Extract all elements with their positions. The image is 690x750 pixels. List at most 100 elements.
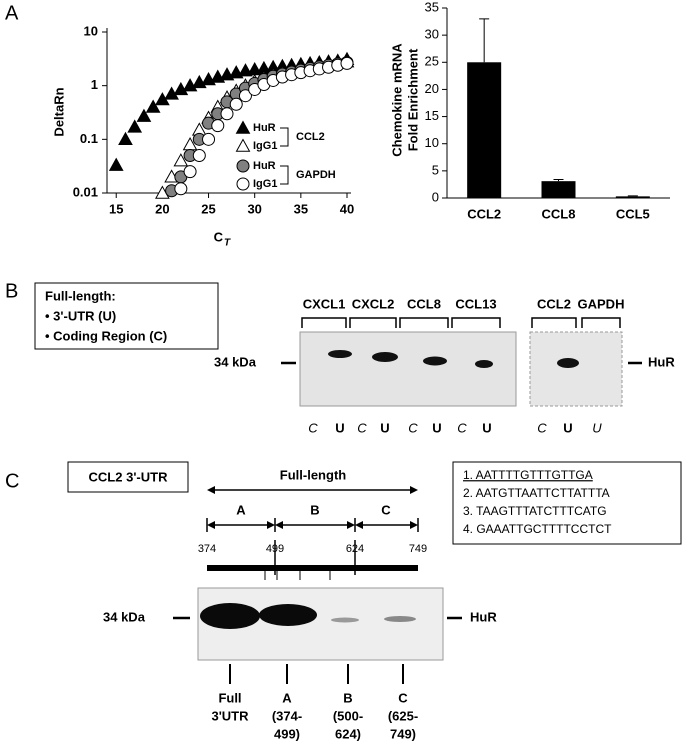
sequence: 3. TAAGTTTATCTTTCATG: [463, 504, 607, 518]
x-tick-label: 20: [155, 201, 169, 216]
y-tick-label: 0.1: [80, 131, 98, 146]
error-bar: [553, 179, 564, 182]
sequences: 1. AATTTTGTTTGTTGA 2. AATGTTAATTCTTATTTA 3…: [463, 468, 612, 536]
diagram-labels: ABC3744996247491234: [198, 502, 427, 598]
size-marker: 34 kDa: [214, 354, 257, 369]
lane-header: CCL13: [455, 296, 496, 311]
lane-header: CXCL1: [303, 296, 346, 311]
marker: [229, 97, 243, 111]
y-tick-label: 30: [425, 27, 439, 42]
lane-label: (625-: [388, 708, 418, 723]
position-label: 624: [346, 543, 364, 555]
lane-type: U: [380, 420, 389, 435]
y-tick-label: 0: [432, 189, 439, 204]
y-tick-label: 25: [425, 54, 439, 69]
bar: [541, 181, 576, 198]
x-tick-label: 25: [201, 201, 215, 216]
marker: [340, 56, 354, 70]
x-tick-label: CCL2: [467, 206, 501, 221]
lane-type: U: [335, 420, 344, 435]
bands: [200, 603, 416, 629]
x-tick-label: CCL8: [542, 206, 576, 221]
panel-label: B: [5, 280, 18, 302]
x-axis-label: C: [214, 229, 224, 244]
y-tick-label: 35: [425, 0, 439, 14]
marker: [108, 157, 124, 171]
lane-type: U: [432, 420, 441, 435]
lane-type: C: [457, 420, 467, 435]
blot: [529, 331, 623, 407]
x-axis-label-sub: T: [224, 238, 231, 249]
band-label: HuR: [470, 609, 497, 624]
legend-marker: [236, 177, 250, 191]
lane-label: 624): [335, 726, 361, 741]
error-bar: [627, 195, 638, 197]
utr-bar: [207, 565, 418, 571]
position-label: 499: [266, 543, 284, 555]
lane-type: C: [308, 420, 318, 435]
y-axis-label: Fold Enrichment: [405, 48, 420, 151]
box-item: • 3'-UTR (U): [45, 308, 116, 323]
utr-label: CCL2 3'-UTR: [89, 469, 169, 484]
lane-type: U: [563, 420, 572, 435]
fragment-label: C: [381, 502, 391, 517]
lane-label: (500-: [333, 708, 363, 723]
bands: [328, 350, 579, 368]
lane-label: 3'UTR: [211, 708, 249, 723]
marker: [238, 89, 252, 103]
marker: [173, 153, 189, 167]
legend-label: HuR: [253, 160, 276, 172]
position-label: 374: [198, 543, 216, 555]
lane-type: C: [537, 420, 547, 435]
sequence: 2. AATGTTAATTCTTATTTA: [463, 486, 610, 500]
bar: [615, 196, 650, 198]
marker: [118, 131, 133, 146]
legend-box: [34, 282, 219, 350]
site-ticks: [264, 571, 331, 580]
arrows: [206, 486, 419, 575]
lane-type: C: [357, 420, 367, 435]
legend-label: IgG1: [253, 140, 277, 152]
x-tick-label: 30: [247, 201, 261, 216]
legend-marker: [235, 138, 251, 152]
lane-brackets: [301, 317, 621, 328]
lane-header: CCL2: [537, 296, 571, 311]
marker: [220, 107, 234, 121]
marker: [183, 165, 197, 179]
lane-label: (374-: [272, 708, 302, 723]
legend-marker: [236, 159, 250, 173]
legend-bracket: [280, 165, 289, 185]
fragment-label: B: [310, 502, 319, 517]
y-tick-label: 5: [432, 162, 439, 177]
y-tick-label: 0.01: [73, 184, 98, 199]
blot: [299, 331, 517, 407]
lane-type: C: [408, 420, 418, 435]
lane-header: GAPDH: [578, 296, 625, 311]
legend-group: GAPDH: [296, 169, 336, 181]
bar: [467, 62, 502, 199]
lane-header: CCL8: [407, 296, 441, 311]
box-title: Full-length:: [45, 288, 116, 303]
x-tick-label: 40: [340, 201, 354, 216]
y-tick-label: 10: [84, 23, 98, 38]
legend-group: CCL2: [296, 131, 325, 143]
legend-bracket: [280, 127, 289, 147]
panel-label: C: [5, 470, 19, 492]
lane-label: Full: [218, 690, 241, 705]
marker: [173, 81, 189, 96]
legend-label: HuR: [253, 122, 276, 134]
position-label: 749: [409, 543, 427, 555]
marker: [202, 132, 216, 146]
legend-marker: [235, 120, 251, 134]
sequence-box: [452, 461, 682, 545]
y-tick-label: 1: [91, 77, 98, 92]
panel-label: A: [5, 2, 19, 24]
lane-type: U: [482, 420, 491, 435]
lane-label: C: [398, 690, 408, 705]
x-tick-label: 35: [294, 201, 308, 216]
sequence: 4. GAAATTGCTTTTCCTCT: [463, 522, 612, 536]
lane-label: 499): [274, 726, 300, 741]
sequence: 1. AATTTTGTTTGTTGA: [463, 468, 593, 482]
